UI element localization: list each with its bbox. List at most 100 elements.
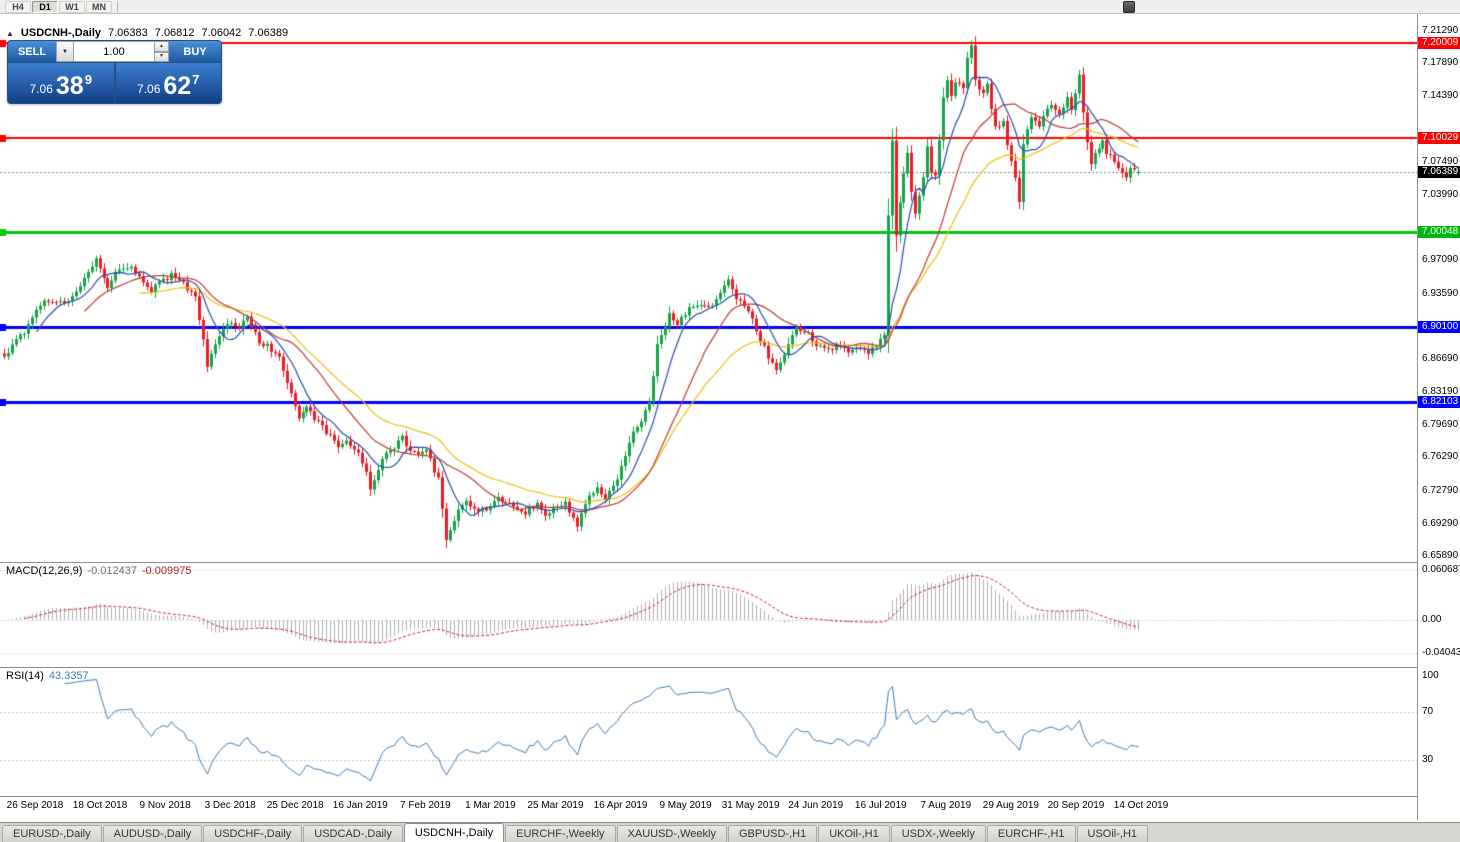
axis-label: 70 — [1422, 706, 1434, 717]
axis-label: 6.65890 — [1422, 550, 1459, 561]
axis-label: 7.14390 — [1422, 90, 1459, 102]
time-axis[interactable]: 26 Sep 2018 18 Oct 2018 9 Nov 2018 3 Dec 20… — [0, 797, 1417, 820]
axis-label: 6.97090 — [1422, 254, 1459, 266]
chart-symbol-label: USDCNH-,Daily — [20, 27, 101, 39]
chart-tab-usdcad-daily[interactable]: USDCAD-,Daily — [303, 825, 403, 842]
price-axis[interactable]: 7.21290 7.17890 7.14390 7.07490 7.03990 6.970… — [1417, 14, 1460, 820]
axis-label: 6.86690 — [1422, 352, 1459, 364]
rsi-label: RSI(14) 43.3357 — [6, 670, 94, 682]
axis-label: 6.76290 — [1422, 451, 1459, 463]
time-axis-label: 24 Jun 2019 — [788, 800, 844, 811]
chart-window: ▲ USDCNH-,Daily 7.06383 7.06812 7.06042 … — [0, 14, 1460, 822]
time-axis-label: 29 Aug 2019 — [982, 800, 1039, 811]
time-axis-label: 14 Oct 2019 — [1113, 800, 1169, 811]
one-click-collapse-icon[interactable]: ▲ — [6, 28, 14, 38]
sell-price-base: 7.06 — [29, 82, 53, 96]
time-axis-label: 16 Jan 2019 — [332, 800, 388, 811]
time-axis-label: 31 May 2019 — [721, 800, 780, 811]
chart-tab-eurusd-daily[interactable]: EURUSD-,Daily — [2, 825, 102, 842]
panel-separator[interactable] — [0, 667, 1460, 668]
chart-tab-audusd-daily[interactable]: AUDUSD-,Daily — [102, 825, 203, 842]
volume-increase-button[interactable]: ▲ — [155, 41, 169, 52]
rsi-current-value: 43.3357 — [48, 670, 89, 682]
chart-ohlc-header: ▲ USDCNH-,Daily 7.06383 7.06812 7.06042 … — [6, 27, 288, 39]
toolbar-window-icon[interactable] — [1123, 1, 1135, 13]
chart-tab-usdx-weekly[interactable]: USDX-,Weekly — [890, 825, 986, 842]
timeframe-button-d1[interactable]: D1 — [32, 0, 58, 13]
price-chart-canvas[interactable] — [0, 14, 1417, 797]
rsi-name: RSI(14) — [6, 670, 44, 682]
axis-label: 7.07490 — [1422, 155, 1459, 167]
axis-label: 0.060687 — [1422, 563, 1460, 575]
axis-label: 100 — [1422, 670, 1439, 681]
time-axis-label: 7 Aug 2019 — [920, 800, 972, 811]
timeframe-button-h4[interactable]: H4 — [5, 0, 31, 13]
chart-tab-eurchf-weekly[interactable]: EURCHF-,Weekly — [505, 825, 616, 842]
chart-tab-gbpusd-h1[interactable]: GBPUSD-,H1 — [727, 825, 818, 842]
axis-label: 0.00 — [1422, 614, 1442, 625]
sell-price-sup: 9 — [84, 72, 92, 87]
time-axis-label: 9 May 2019 — [659, 800, 712, 811]
sell-price-big: 38 — [55, 72, 84, 100]
time-axis-label: 25 Mar 2019 — [527, 800, 584, 811]
axis-label: 6.72790 — [1422, 484, 1459, 496]
chart-tab-usoil-h1[interactable]: USOil-,H1 — [1076, 825, 1149, 842]
ohlc-close: 7.06389 — [248, 27, 289, 39]
toolbar-separator — [117, 1, 118, 12]
axis-label: 6.69290 — [1422, 517, 1459, 529]
price-tag: 7.10029 — [1418, 131, 1460, 144]
buy-price-base: 7.06 — [137, 82, 161, 96]
one-click-trading-panel: SELL ▼ ▲ ▼ BUY 7.06 38 9 7.06 62 7 — [7, 40, 222, 104]
chart-tab-xauusd-weekly[interactable]: XAUUSD-,Weekly — [616, 825, 727, 842]
timeframe-button-mn[interactable]: MN — [86, 0, 112, 13]
volume-decrease-button[interactable]: ▼ — [155, 51, 169, 62]
timeframes-toolbar: H4 D1 W1 MN — [0, 0, 1460, 14]
time-axis-label: 20 Sep 2019 — [1047, 800, 1105, 811]
axis-label: 7.17890 — [1422, 57, 1459, 69]
chart-tab-ukoil-h1[interactable]: UKOil-,H1 — [818, 825, 890, 842]
time-axis-label: 9 Nov 2018 — [139, 800, 191, 811]
axis-label: 30 — [1422, 754, 1434, 765]
axis-label: -0.040432 — [1422, 647, 1460, 659]
chart-tab-eurchf-h1[interactable]: EURCHF-,H1 — [986, 825, 1076, 842]
chevron-down-icon: ▼ — [62, 48, 68, 55]
buy-price-display[interactable]: 7.06 62 7 — [115, 63, 221, 103]
ohlc-open: 7.06383 — [108, 27, 148, 39]
sell-price-display[interactable]: 7.06 38 9 — [8, 63, 114, 103]
panel-separator[interactable] — [0, 562, 1460, 563]
price-tag: 6.82103 — [1418, 396, 1460, 409]
axis-label: 6.93590 — [1422, 287, 1459, 299]
buy-price-sup: 7 — [192, 72, 200, 87]
macd-name: MACD(12,26,9) — [6, 565, 83, 577]
price-tag: 7.20009 — [1418, 37, 1460, 50]
order-type-dropdown[interactable]: ▼ — [56, 41, 74, 62]
macd-signal-value: -0.009975 — [141, 565, 192, 577]
price-tag: 7.06389 — [1418, 166, 1460, 179]
time-axis-label: 25 Dec 2018 — [266, 800, 324, 811]
ohlc-high: 7.06812 — [154, 27, 195, 39]
chart-tab-usdcnh-daily[interactable]: USDCNH-,Daily — [403, 823, 505, 842]
time-axis-label: 16 Jul 2019 — [854, 800, 907, 811]
sell-button[interactable]: SELL — [8, 41, 56, 62]
timeframe-button-w1[interactable]: W1 — [59, 0, 85, 13]
ohlc-low: 7.06042 — [201, 27, 242, 39]
time-axis-label: 3 Dec 2018 — [204, 800, 256, 811]
axis-label: 7.03990 — [1422, 188, 1459, 200]
macd-main-value: -0.012437 — [87, 565, 137, 577]
panel-separator[interactable] — [0, 796, 1460, 797]
price-tag: 7.00048 — [1418, 226, 1460, 239]
axis-label: 7.21290 — [1422, 25, 1459, 36]
time-axis-label: 16 Apr 2019 — [593, 800, 648, 811]
volume-input[interactable] — [74, 41, 155, 62]
axis-label: 6.83190 — [1422, 386, 1459, 398]
time-axis-label: 18 Oct 2018 — [72, 800, 128, 811]
macd-label: MACD(12,26,9) -0.012437 -0.009975 — [6, 565, 197, 577]
chart-tab-usdchf-daily[interactable]: USDCHF-,Daily — [203, 825, 303, 842]
time-axis-label: 1 Mar 2019 — [465, 800, 516, 811]
buy-price-big: 62 — [163, 72, 192, 100]
buy-button[interactable]: BUY — [169, 41, 221, 62]
time-axis-label: 7 Feb 2019 — [400, 800, 451, 811]
price-tag: 6.90100 — [1418, 320, 1460, 333]
charts-tab-bar: EURUSD-,Daily AUDUSD-,Daily USDCHF-,Daily U… — [0, 822, 1460, 842]
